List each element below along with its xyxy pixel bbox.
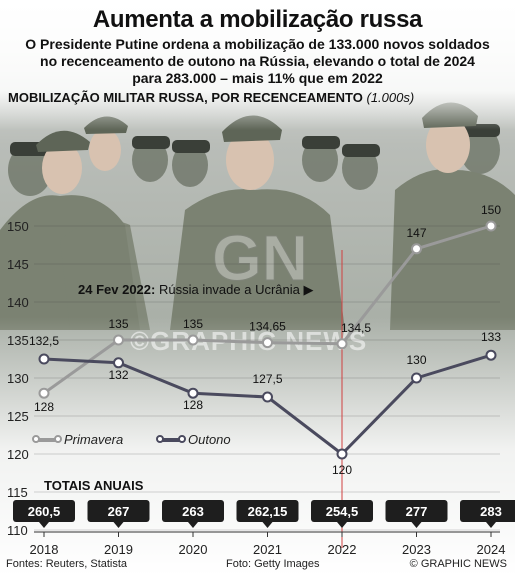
total-badge-2019	[87, 500, 150, 522]
y-tick-label-130: 130	[7, 371, 29, 386]
chart-heading-main: MOBILIZAÇÃO MILITAR RUSSA, POR RECENCEAM…	[8, 90, 363, 105]
total-badge-2018	[13, 500, 75, 522]
point-primavera-2023	[411, 243, 422, 255]
legend-spring-swatch	[32, 434, 62, 443]
point-primavera-2018	[38, 387, 50, 399]
y-tick-label-140: 140	[7, 295, 29, 310]
total-badge-pointer-2023	[411, 522, 422, 528]
total-badge-2020	[162, 500, 224, 522]
point-label-primavera-2019: 135	[108, 317, 128, 331]
point-label-outono-2018: 132,5	[29, 334, 59, 348]
total-badge-pointer-2021	[262, 522, 273, 528]
point-primavera-2019	[113, 334, 124, 346]
series-points	[38, 220, 497, 460]
point-outono-2021	[262, 391, 273, 403]
point-label-primavera-2022: 134,5	[341, 321, 371, 335]
total-badge-pointer-2024	[486, 522, 496, 528]
point-label-outono-2020: 128	[183, 398, 203, 412]
point-outono-2024	[485, 349, 497, 361]
x-tick-label-2022: 2022	[328, 542, 357, 557]
point-labels: 128 135 135 134,65 134,5 147 150 132,5 132 128 127…	[29, 203, 501, 477]
point-outono-2023	[411, 372, 422, 384]
point-label-outono-2023: 130	[406, 353, 426, 367]
y-tick-label-145: 145	[7, 257, 29, 272]
point-outono-2018	[38, 353, 50, 365]
chart-grid	[34, 225, 500, 531]
point-label-outono-2024: 133	[481, 330, 501, 344]
total-badge-2021	[236, 500, 299, 522]
x-tick-label-2019: 2019	[104, 542, 133, 557]
point-primavera-2024	[485, 220, 497, 232]
total-value-2024: 283	[480, 504, 502, 519]
y-tick-label-110: 110	[7, 523, 28, 538]
legend-autumn-swatch	[156, 434, 186, 443]
total-badge-2024	[460, 500, 515, 522]
x-axis: 2018 2019 2020 2021 2022 2023 2024	[30, 531, 506, 557]
y-tick-label-125: 125	[7, 409, 29, 424]
total-badge-pointer-2019	[113, 522, 124, 528]
point-primavera-2020	[187, 334, 199, 346]
point-primavera-2022	[336, 338, 348, 350]
total-badge-2023	[385, 500, 448, 522]
annual-totals-title: TOTAIS ANUAIS	[44, 478, 144, 493]
point-outono-2019	[113, 357, 124, 369]
x-tick-label-2024: 2024	[477, 542, 506, 557]
x-tick-label-2020: 2020	[179, 542, 208, 557]
legend-autumn: Outono	[156, 432, 231, 447]
x-tick-label-2021: 2021	[253, 542, 282, 557]
legend-autumn-label: Outono	[188, 432, 231, 447]
total-value-2023: 277	[406, 504, 428, 519]
y-tick-label-150: 150	[7, 219, 29, 234]
point-outono-2022	[336, 448, 348, 460]
footer-brand: © GRAPHIC NEWS	[409, 558, 507, 570]
total-badge-pointer-2020	[188, 522, 198, 528]
gn-watermark-logo: GN	[212, 222, 309, 295]
total-badge-pointer-2018	[39, 522, 49, 528]
chart-heading-unit: (1.000s)	[366, 90, 415, 105]
total-badge-2022	[311, 500, 373, 522]
page-title: Aumenta a mobilização russa	[92, 6, 423, 33]
footer-sources: Fontes: Reuters, Statista	[6, 558, 128, 570]
point-label-outono-2022: 120	[332, 463, 352, 477]
event-annotation: 24 Fev 2022: Rússia invade a Ucrânia ▶	[78, 282, 313, 298]
y-axis: 110 115 120 125 130 135 140 145 150	[7, 219, 29, 538]
y-tick-label-120: 120	[7, 447, 29, 462]
point-label-primavera-2023: 147	[406, 226, 426, 240]
point-label-primavera-2020: 135	[183, 317, 203, 331]
total-value-2019: 267	[108, 504, 130, 519]
legend-spring: Primavera	[32, 432, 124, 447]
point-outono-2020	[187, 387, 199, 399]
svg-text:GN: GN	[212, 222, 308, 294]
total-badge-pointer-2022	[337, 522, 347, 528]
total-value-2018: 260,5	[28, 504, 61, 519]
legend-spring-label: Primavera	[64, 432, 124, 447]
point-label-primavera-2021: 134,65	[249, 320, 286, 334]
subtitle: O Presidente Putine ordena a mobilização…	[25, 36, 490, 86]
x-tick-label-2023: 2023	[402, 542, 431, 557]
footer-photo-credit: Foto: Getty Images	[226, 558, 320, 570]
event-text: Rússia invade a Ucrânia ▶	[158, 282, 314, 297]
event-date: 24 Fev 2022:	[78, 282, 156, 297]
point-label-primavera-2018: 128	[34, 400, 54, 414]
total-value-2021: 262,15	[248, 504, 288, 519]
total-value-2022: 254,5	[326, 504, 359, 519]
point-label-primavera-2024: 150	[481, 203, 501, 217]
y-tick-label-135: 135	[7, 333, 29, 348]
x-tick-label-2018: 2018	[30, 542, 59, 557]
point-label-outono-2019: 132	[108, 368, 128, 382]
point-primavera-2021	[262, 337, 273, 349]
y-tick-label-115: 115	[7, 485, 28, 500]
annual-total-badges: 260,5 267 263 262,15 254,5 277 283	[13, 500, 515, 528]
total-value-2020: 263	[182, 504, 204, 519]
chart-heading: MOBILIZAÇÃO MILITAR RUSSA, POR RECENCEAM…	[8, 90, 414, 105]
point-label-outono-2021: 127,5	[252, 372, 282, 386]
